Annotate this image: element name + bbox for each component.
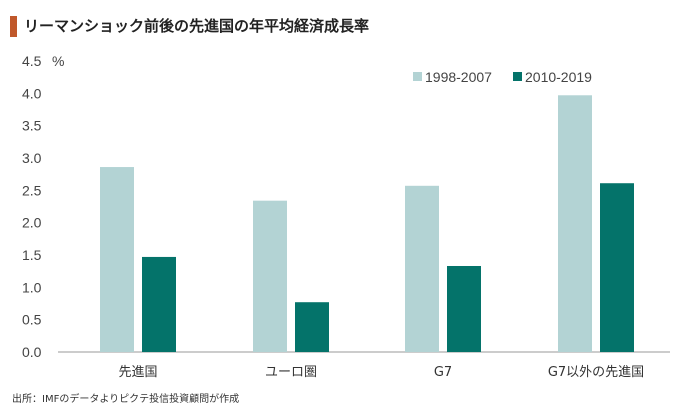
- legend-swatch: [513, 72, 522, 81]
- bar-series2: [295, 302, 329, 352]
- legend-label: 2010-2019: [525, 69, 592, 85]
- y-tick-label: 4.5: [22, 53, 42, 69]
- bar-series1: [405, 185, 439, 352]
- legend-label: 1998-2007: [425, 69, 492, 85]
- y-tick-label: 1.0: [22, 279, 42, 295]
- bar-series1: [100, 167, 134, 352]
- legend-swatch: [413, 72, 422, 81]
- x-category-label: ユーロ圏: [265, 365, 317, 380]
- bar-series1: [558, 95, 592, 353]
- y-tick-label: 2.0: [22, 215, 42, 231]
- bar-series1: [253, 200, 287, 352]
- x-category-label: G7以外の先進国: [548, 365, 644, 380]
- y-tick-label: 4.0: [22, 85, 42, 101]
- y-tick-label: 0.5: [22, 312, 42, 328]
- bar-series2: [142, 256, 176, 352]
- y-unit-label: %: [52, 53, 64, 69]
- bar-series2: [447, 265, 481, 352]
- y-tick-label: 1.5: [22, 247, 42, 263]
- bar-series2: [600, 183, 634, 352]
- y-tick-label: 0.0: [22, 344, 42, 360]
- y-tick-label: 3.5: [22, 118, 42, 134]
- x-category-label: G7: [434, 365, 452, 380]
- chart-title: リーマンショック前後の先進国の年平均経済成長率: [24, 17, 370, 35]
- y-tick-label: 2.5: [22, 182, 42, 198]
- title-accent-bar: [10, 16, 17, 37]
- source-note: 出所：IMFのデータよりピクテ投信投資顧問が作成: [12, 394, 240, 405]
- x-category-label: 先進国: [118, 365, 157, 380]
- y-tick-label: 3.0: [22, 150, 42, 166]
